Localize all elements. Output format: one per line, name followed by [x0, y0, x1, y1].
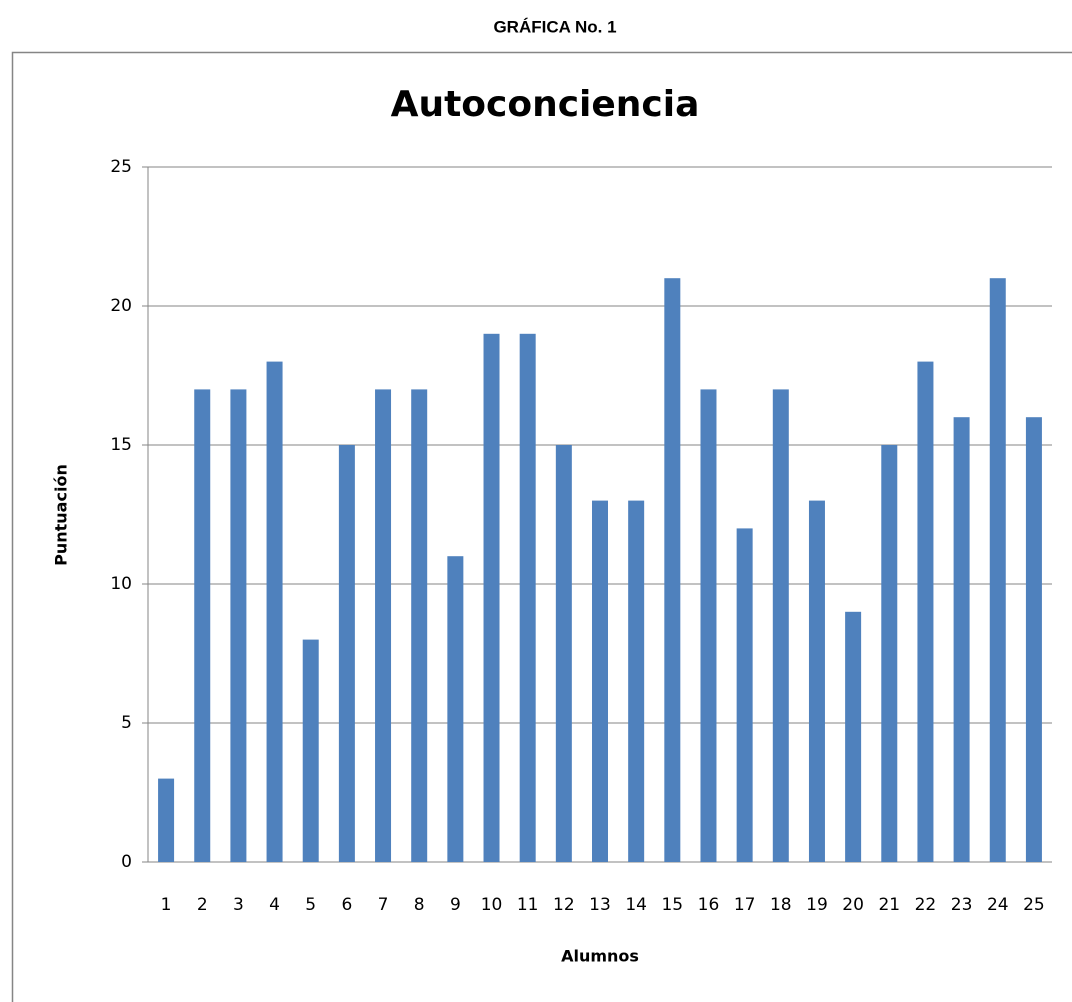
bar [375, 389, 392, 862]
x-tick-label: 21 [878, 895, 900, 915]
x-tick-label: 9 [450, 895, 461, 915]
y-tick-label: 10 [110, 574, 132, 594]
bar [628, 500, 645, 862]
bar [736, 528, 753, 862]
bar [158, 778, 175, 862]
x-tick-label: 12 [553, 895, 575, 915]
bar [881, 445, 898, 862]
bar [447, 556, 464, 862]
chart-border [11, 51, 1072, 1002]
x-tick-label: 4 [269, 895, 280, 915]
bar [989, 278, 1006, 862]
x-tick-label: 17 [734, 895, 756, 915]
bar [194, 389, 211, 862]
x-tick-label: 8 [414, 895, 425, 915]
x-tick-label: 14 [625, 895, 647, 915]
x-tick-label: 22 [915, 895, 937, 915]
y-tick-label: 15 [110, 435, 132, 455]
bar [845, 611, 862, 862]
y-tick-label: 20 [110, 296, 132, 316]
x-tick-label: 1 [161, 895, 172, 915]
bar [808, 500, 825, 862]
bar [483, 333, 500, 862]
x-tick-label: 23 [951, 895, 973, 915]
bar [700, 389, 717, 862]
y-tick-label: 25 [110, 157, 132, 177]
bar [266, 361, 283, 862]
bar [772, 389, 789, 862]
bar [953, 417, 970, 862]
x-tick-label: 11 [517, 895, 539, 915]
bar [411, 389, 428, 862]
bar [338, 445, 355, 862]
bar [302, 639, 319, 862]
y-tick-label: 5 [121, 713, 132, 733]
x-tick-label: 25 [1023, 895, 1045, 915]
x-tick-label: 7 [378, 895, 389, 915]
x-tick-label: 16 [698, 895, 720, 915]
bar [519, 333, 536, 862]
y-axis-label: Puntuación [52, 464, 71, 566]
bar [230, 389, 247, 862]
x-tick-label: 24 [987, 895, 1009, 915]
page-header: GRÁFICA No. 1 [493, 17, 616, 36]
x-tick-label: 10 [481, 895, 503, 915]
bar [917, 361, 934, 862]
x-tick-label: 20 [842, 895, 864, 915]
chart-title: Autoconciencia [391, 84, 700, 125]
bar [555, 445, 572, 862]
x-tick-label: 13 [589, 895, 611, 915]
x-tick-label: 15 [661, 895, 683, 915]
bar [592, 500, 608, 862]
bar [664, 278, 681, 862]
x-tick-label: 5 [305, 895, 316, 915]
bar [1025, 417, 1042, 862]
x-tick-label: 18 [770, 895, 792, 915]
y-tick-label: 0 [121, 852, 132, 872]
x-tick-label: 3 [233, 895, 244, 915]
x-tick-label: 2 [197, 895, 208, 915]
x-tick-label: 19 [806, 895, 828, 915]
x-axis-label: Alumnos [561, 947, 639, 966]
x-tick-label: 6 [341, 895, 352, 915]
